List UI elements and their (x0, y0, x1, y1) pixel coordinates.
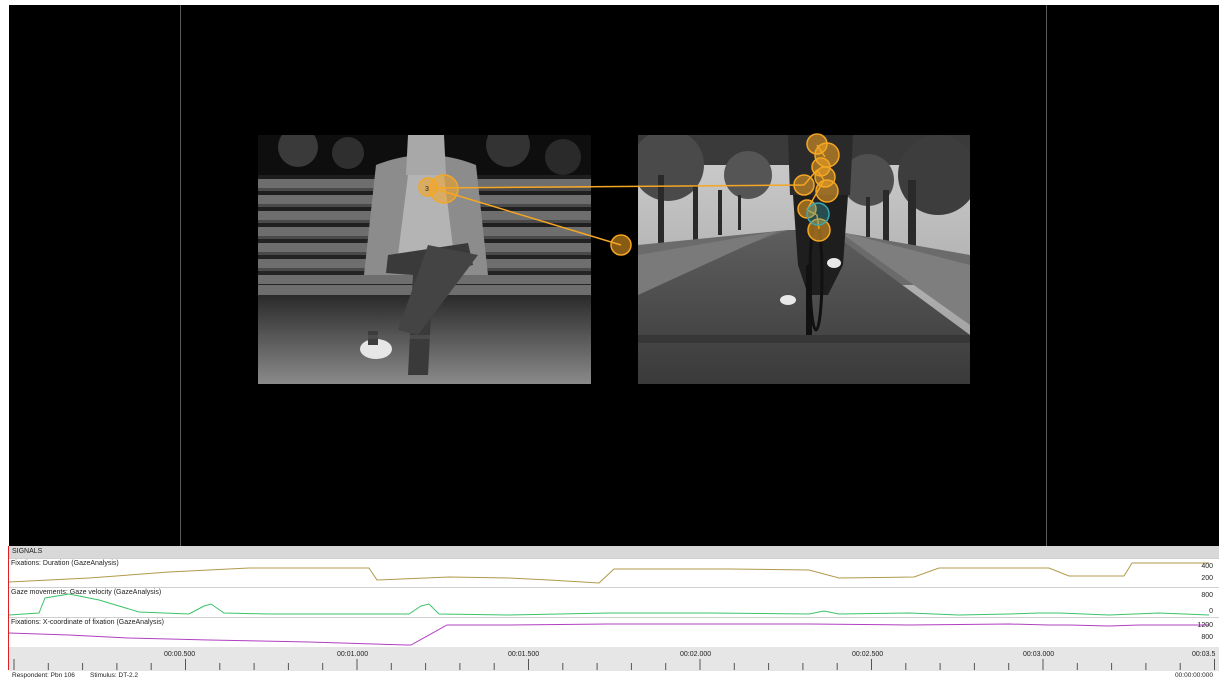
track-label: Gaze movements: Gaze velocity (GazeAnaly… (11, 589, 162, 596)
track-label: Fixations: Duration (GazeAnalysis) (11, 560, 119, 567)
axis-tick-label: 200 (1201, 575, 1213, 582)
velocity-signal-line (9, 593, 1210, 616)
timeline-label: 00:01.500 (508, 651, 539, 658)
timeline-label: 00:01.000 (337, 651, 368, 658)
fixation-number-label: 3 (425, 186, 429, 193)
x-coordinate-signal-line (9, 623, 1209, 646)
timeline-ticks: 00:00.500 00:01.000 00:01.500 00:02.000 … (13, 651, 1215, 670)
timeline-label: 00:02.500 (852, 651, 883, 658)
track-label: Fixations: X-coordinate of fixation (Gaz… (11, 619, 164, 626)
track-x-coordinate[interactable]: Fixations: X-coordinate of fixation (Gaz… (9, 617, 1219, 647)
respondent-label: Respondent: Pbn 106 (12, 672, 75, 679)
duration-signal-line (9, 562, 1209, 584)
timeline-label: 00:03.5 (1192, 651, 1215, 658)
stage-right-boundary (1046, 5, 1047, 546)
stage-left-boundary (180, 5, 181, 546)
stimulus-label: Stimulus: DT-2.2 (90, 672, 139, 679)
timecode-label: 00:00:00:000 (1175, 672, 1213, 679)
axis-tick-label: 400 (1201, 563, 1213, 570)
axis-tick-label: 0 (1209, 608, 1213, 615)
playhead-marker[interactable] (8, 546, 9, 670)
stimulus-image-cyclist (638, 135, 970, 384)
track-gaze-velocity[interactable]: Gaze movements: Gaze velocity (GazeAnaly… (9, 587, 1219, 617)
fixation-circle (815, 179, 839, 203)
fixation-circle (793, 174, 815, 196)
axis-tick-label: 800 (1201, 634, 1213, 641)
gaze-plot-overlay: 3 (418, 133, 840, 256)
timeline-ruler[interactable]: 00:00.500 00:01.000 00:01.500 00:02.000 … (9, 647, 1219, 671)
signals-panel: SIGNALS Fixations: Duration (GazeAnalysi… (9, 546, 1219, 647)
timeline-label: 00:03.000 (1023, 651, 1054, 658)
fixation-circle (429, 174, 459, 204)
status-bar: Respondent: Pbn 106 Stimulus: DT-2.2 00:… (0, 671, 1219, 681)
track-fixation-duration[interactable]: Fixations: Duration (GazeAnalysis) 400 2… (9, 558, 1219, 587)
timeline-label: 00:02.000 (680, 651, 711, 658)
timeline-label: 00:00.500 (164, 651, 195, 658)
selected-fixation-circle (806, 202, 830, 226)
axis-tick-label: 800 (1201, 592, 1213, 599)
signals-header: SIGNALS (9, 546, 1219, 558)
stimulus-stage[interactable]: 3 (9, 5, 1219, 546)
fixation-circle (610, 234, 632, 256)
axis-tick-label: 1200 (1197, 622, 1213, 629)
